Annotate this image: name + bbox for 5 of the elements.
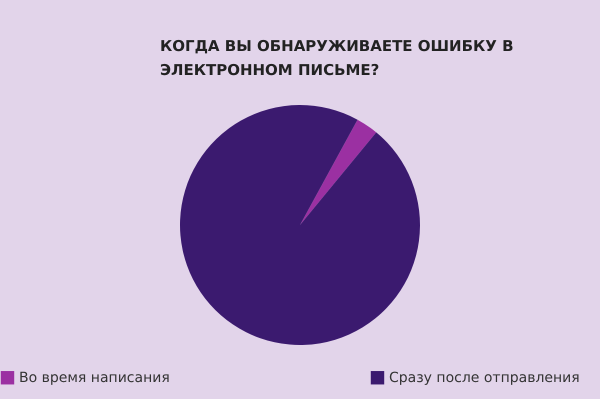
chart-title: КОГДА ВЫ ОБНАРУЖИВАЕТЕ ОШИБКУ В ЭЛЕКТРОННОМ ПИСЬМЕ? [160, 37, 514, 79]
pie-slice [300, 120, 376, 225]
legend-label: Сразу после отправления [389, 370, 580, 386]
pie-slice [180, 105, 420, 345]
legend-label: Во время написания [19, 370, 170, 386]
